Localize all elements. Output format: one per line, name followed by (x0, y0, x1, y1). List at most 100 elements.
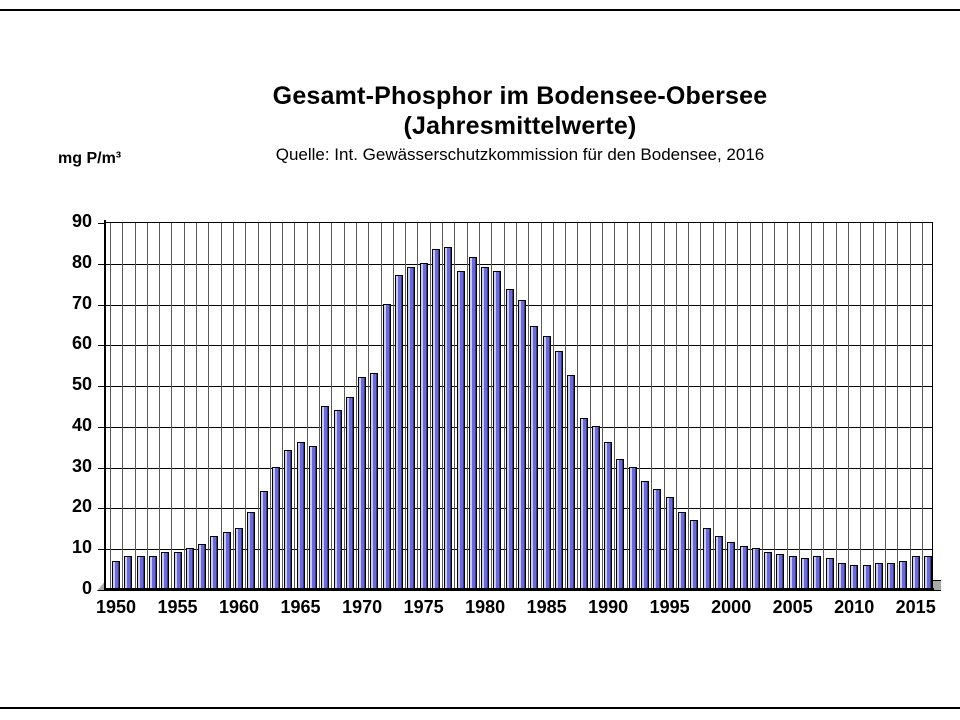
x-tick-label-2015: 2015 (895, 597, 936, 617)
y-tick-label-20: 20 (71, 496, 92, 517)
bar-1964 (284, 450, 293, 589)
v-gridline (294, 223, 296, 590)
v-gridline (823, 223, 825, 590)
v-gridline (220, 223, 222, 590)
y-tick-20 (98, 508, 106, 510)
v-gridline (331, 223, 333, 590)
v-gridline (503, 223, 505, 590)
bar-1972 (382, 303, 391, 589)
bar-2015 (911, 556, 920, 589)
v-gridline (872, 223, 874, 590)
v-gridline (614, 223, 616, 590)
v-gridline (454, 223, 456, 590)
v-gridline (282, 223, 284, 590)
v-gridline (884, 223, 886, 590)
bar-1970 (358, 377, 367, 589)
v-gridline (749, 223, 751, 590)
v-gridline (921, 223, 923, 590)
x-tick-label-1985: 1985 (526, 597, 567, 617)
bar-1969 (345, 397, 354, 589)
v-gridline (159, 223, 161, 590)
v-gridline (134, 223, 136, 590)
bar-2013 (887, 562, 896, 589)
y-tick-label-70: 70 (71, 292, 92, 313)
v-gridline (109, 223, 111, 590)
v-gridline (811, 223, 813, 590)
y-tick-0 (98, 590, 106, 591)
bar-1987 (567, 374, 576, 589)
v-gridline (860, 223, 862, 590)
v-gridline (245, 223, 247, 590)
bar-1980 (481, 266, 490, 589)
bar-1971 (370, 372, 379, 589)
v-gridline (589, 223, 591, 590)
bar-2001 (739, 546, 748, 589)
bar-1961 (247, 511, 256, 589)
bar-1954 (161, 552, 170, 589)
bar-1981 (493, 270, 502, 589)
x-axis-line (104, 588, 934, 590)
v-gridline (122, 223, 124, 590)
y-tick-30 (98, 467, 106, 469)
bar-1984 (530, 326, 539, 589)
v-gridline (478, 223, 480, 590)
h-gridline-80 (106, 263, 932, 265)
x-tick-label-1955: 1955 (157, 597, 198, 617)
v-gridline (491, 223, 493, 590)
bar-1956 (185, 548, 194, 589)
v-gridline (848, 223, 849, 590)
bar-2007 (813, 556, 822, 589)
bar-2014 (899, 560, 908, 589)
bar-1962 (259, 491, 268, 589)
bar-2012 (874, 562, 883, 589)
y-tick-10 (98, 549, 106, 551)
bar-1963 (271, 466, 280, 589)
v-gridline (171, 223, 173, 590)
bar-1983 (518, 299, 526, 589)
bar-1979 (468, 256, 477, 589)
bar-1986 (554, 350, 563, 589)
bar-2002 (751, 548, 760, 589)
y-tick-50 (98, 386, 106, 388)
y-tick-80 (98, 263, 106, 265)
bar-1990 (604, 442, 613, 589)
bar-1974 (407, 266, 416, 589)
y-axis-line (104, 220, 106, 589)
x-tick-label-2000: 2000 (711, 597, 752, 617)
v-gridline (712, 223, 714, 590)
y-tick-label-40: 40 (71, 414, 92, 435)
x-tick-label-1975: 1975 (403, 597, 444, 617)
chart-title-block: Gesamt-Phosphor im Bodensee-Obersee (Jah… (80, 82, 960, 165)
v-gridline (725, 223, 726, 590)
v-gridline (417, 223, 419, 590)
v-gridline (405, 223, 407, 590)
bar-1951 (124, 556, 133, 589)
bar-2010 (850, 564, 859, 589)
y-tick-70 (98, 304, 106, 306)
x-tick-label-1960: 1960 (218, 597, 260, 617)
bar-2003 (764, 552, 773, 589)
bar-1991 (616, 458, 625, 589)
v-gridline (577, 223, 579, 590)
v-gridline (786, 223, 788, 590)
chart-source: Quelle: Int. Gewässerschutzkommission fü… (275, 145, 765, 164)
bar-2005 (788, 556, 797, 589)
y-tick-90 (98, 223, 106, 224)
v-gridline (269, 223, 271, 590)
y-tick-label-50: 50 (71, 374, 92, 395)
x-tick-label-1990: 1990 (588, 597, 629, 617)
v-gridline (355, 223, 357, 590)
bar-1959 (222, 531, 231, 589)
bar-1994 (653, 489, 662, 589)
v-gridline (651, 223, 653, 590)
v-gridline (319, 223, 320, 590)
bar-1967 (321, 405, 330, 589)
v-gridline (688, 223, 690, 590)
bar-1975 (419, 262, 428, 589)
y-axis-unit-label: mg P/m³ (58, 150, 122, 167)
bar-2006 (801, 558, 809, 589)
bar-1958 (210, 536, 219, 589)
v-gridline (392, 223, 394, 590)
bar-2000 (727, 542, 736, 589)
